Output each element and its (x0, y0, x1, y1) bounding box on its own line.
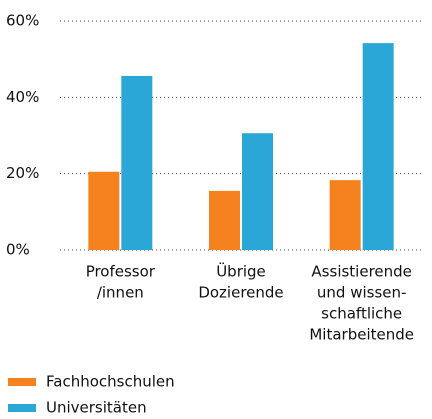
x-tick-label: Assistierende (311, 263, 411, 281)
x-tick-label: /innen (97, 284, 144, 302)
bar (329, 180, 361, 250)
bar (121, 75, 153, 251)
y-tick-label: 20% (6, 164, 39, 182)
y-tick-label: 0% (6, 241, 30, 259)
bar (88, 171, 120, 250)
x-tick-label: schaftliche (321, 305, 402, 323)
y-tick-label: 40% (6, 88, 39, 106)
x-tick-label: Professor (86, 263, 156, 281)
bar (242, 133, 273, 250)
y-tick-label: 60% (6, 12, 39, 30)
x-tick-label: Übrige (216, 262, 266, 281)
bar (362, 43, 394, 251)
bar (209, 190, 240, 250)
legend-label: Universitäten (46, 399, 147, 417)
legend-label: Fachhochschulen (46, 373, 175, 391)
legend-swatch (8, 378, 36, 386)
x-tick-label: und wissen- (317, 284, 407, 302)
legend-swatch (8, 404, 36, 412)
x-tick-label: Mitarbeitende (309, 326, 414, 344)
x-tick-label: Dozierende (198, 284, 283, 302)
